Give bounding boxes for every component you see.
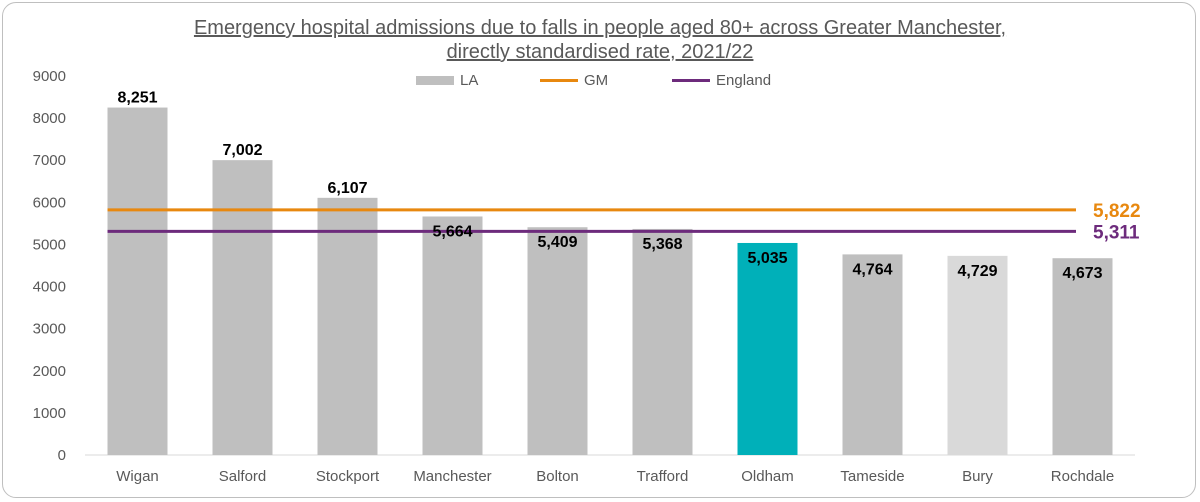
legend-swatch-la: [416, 76, 454, 85]
x-tick-label: Manchester: [413, 468, 491, 485]
chart-title-line-2: directly standardised rate, 2021/22: [446, 41, 754, 63]
bar-tameside: [842, 254, 903, 455]
x-tick-label: Salford: [219, 468, 267, 485]
legend-swatch-england: [672, 79, 710, 82]
bar-wigan: [107, 107, 168, 455]
bar-bolton: [527, 227, 588, 455]
x-tick-label: Rochdale: [1051, 468, 1114, 485]
y-tick-label: 4000: [33, 279, 66, 296]
bar-bury: [947, 255, 1008, 455]
chart-legend: LA GM England: [0, 72, 1200, 92]
legend-item-la: LA: [416, 72, 478, 89]
x-tick-label: Trafford: [637, 468, 689, 485]
data-label: 6,107: [327, 180, 367, 197]
legend-label-la: LA: [460, 72, 479, 89]
legend-item-gm: GM: [540, 72, 608, 89]
data-label: 5,368: [642, 236, 682, 253]
y-tick-label: 6000: [33, 194, 66, 211]
reference-label-england: 5,311: [1093, 222, 1140, 243]
y-tick-label: 9000: [33, 68, 66, 85]
data-label: 8,251: [117, 90, 157, 107]
data-label: 4,673: [1062, 265, 1102, 282]
x-tick-label: Oldham: [741, 468, 794, 485]
data-label: 5,409: [537, 234, 577, 251]
chart-title: Emergency hospital admissions due to fal…: [0, 16, 1200, 64]
bar-manchester: [422, 216, 483, 455]
x-tick-label: Stockport: [316, 468, 380, 485]
x-tick-label: Wigan: [116, 468, 159, 485]
data-label: 5,035: [747, 250, 787, 267]
data-label: 5,664: [432, 223, 472, 240]
y-tick-label: 7000: [33, 152, 66, 169]
y-tick-label: 2000: [33, 363, 66, 380]
y-tick-label: 1000: [33, 405, 66, 422]
x-tick-label: Bury: [962, 468, 993, 485]
y-tick-label: 0: [58, 447, 66, 464]
y-tick-label: 3000: [33, 321, 66, 338]
legend-label-gm: GM: [584, 72, 609, 89]
y-tick-label: 8000: [33, 110, 66, 127]
data-label: 7,002: [222, 142, 262, 159]
chart-title-line-1: Emergency hospital admissions due to fal…: [193, 17, 1007, 39]
x-tick-label: Tameside: [840, 468, 904, 485]
reference-label-gm: 5,822: [1093, 201, 1141, 222]
data-label: 4,729: [957, 263, 997, 280]
bar-oldham: [737, 242, 798, 455]
bar-trafford: [632, 228, 693, 455]
bar-rochdale: [1052, 258, 1113, 455]
data-label: 4,764: [852, 261, 892, 278]
y-tick-label: 5000: [33, 236, 66, 253]
legend-item-england: England: [672, 72, 771, 89]
legend-label-england: England: [716, 72, 772, 89]
legend-swatch-gm: [540, 79, 578, 82]
bar-stockport: [317, 197, 378, 455]
bar-salford: [212, 160, 273, 455]
x-tick-label: Bolton: [536, 468, 579, 485]
